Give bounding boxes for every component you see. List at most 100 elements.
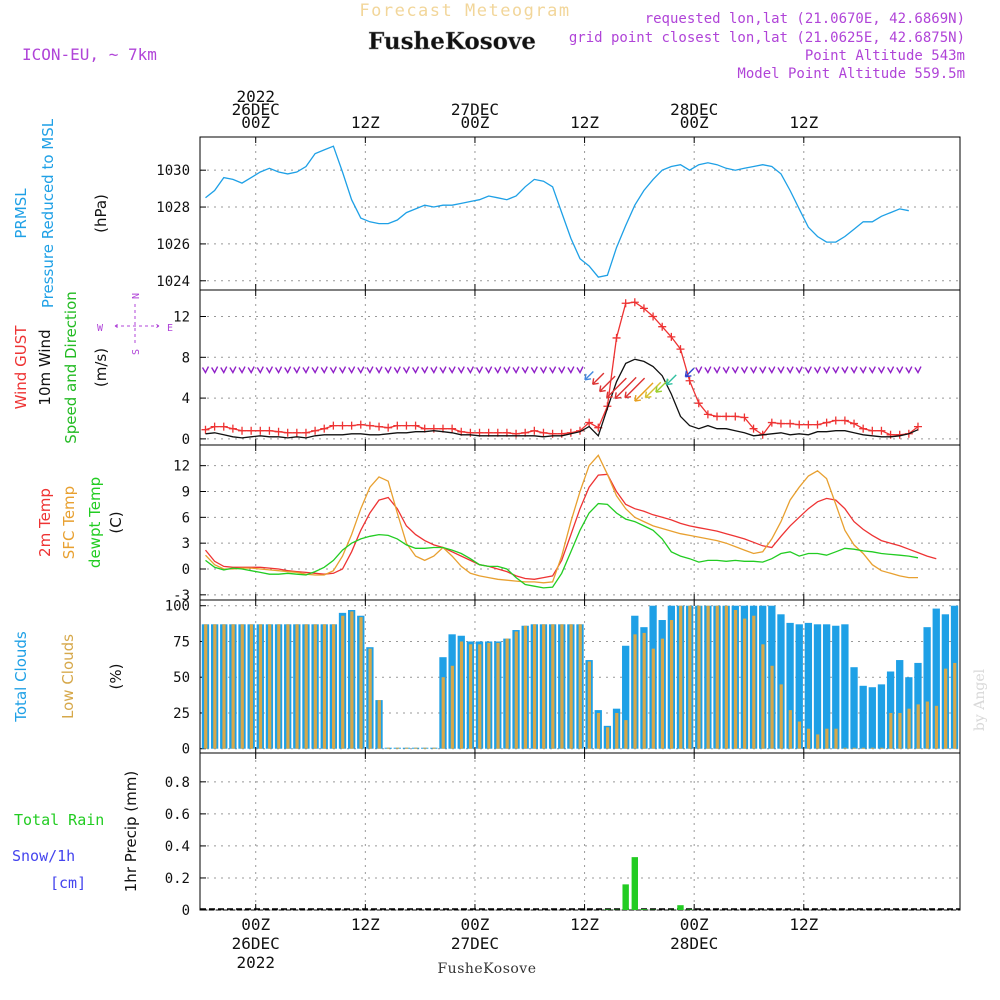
wind-barb [521,366,529,374]
wind-arrow [584,370,594,381]
time-label: 00Z [241,113,270,132]
cloud-low-bar [551,624,555,749]
y-tick-label: 3 [182,536,190,552]
wind-barb [877,366,886,374]
gust-marker [585,418,594,427]
cloud-low-bar [679,605,683,749]
gust-marker [347,421,356,430]
cloud-low-bar [587,661,591,749]
cloud-low-bar [313,624,317,749]
cloud-total-bar [622,645,630,749]
panel-label: [cm] [50,874,86,892]
gust-marker [767,418,776,427]
plot-area [205,145,909,278]
time-label: 00Z [460,915,489,934]
wind-barb [293,366,301,374]
gust-marker [512,429,521,438]
wind-barb [238,366,246,374]
cloud-low-bar [560,624,564,749]
cloud-low-bar [532,624,537,749]
panel-wind: 0 4 8 12 Wind GUST 10m Wind Speed and Directio… [12,289,961,448]
y-tick-label: 50 [173,670,190,686]
cloud-total-bar [868,687,876,749]
cloud-total-bar [932,608,940,749]
cloud-low-bar [496,642,500,749]
series-line-pressure [205,145,909,278]
wind-barb [348,366,356,374]
cloud-low-bar [706,605,710,749]
gust-marker [630,298,639,307]
gust-marker [840,416,849,425]
cloud-low-bar [304,624,308,749]
wind-barb [512,366,520,374]
gust-marker [649,312,658,321]
time-label: 00Z [680,113,709,132]
gust-marker [393,421,402,430]
wind-barb [896,366,904,374]
cloud-low-bar [386,747,390,749]
panel-frame [199,136,961,291]
panel-unit: 1hr Precip (mm) [122,771,140,892]
y-tick-label: 0 [182,742,190,758]
cloud-total-bar [777,614,785,749]
cloud-low-bar [697,605,701,749]
wind-barb [284,366,292,374]
cloud-low-bar [469,644,473,749]
cloud-low-bar [240,624,244,749]
wind-barb [448,366,456,374]
gust-marker [877,426,886,435]
series-line-sfc [205,454,918,584]
cloud-low-bar [231,624,235,749]
cloud-total-bar [859,685,867,749]
wind-barb [494,366,502,374]
wind-barb [731,366,739,374]
y-tick-label: 0 [182,432,190,448]
gust-marker [776,419,785,428]
gust-marker [749,424,758,433]
wind-arrow [665,374,677,386]
cloud-total-bar [832,625,840,749]
cloud-low-bar [642,632,646,749]
wind-arrow [599,375,616,393]
model-altitude: Model Point Altitude 559.5m [737,66,965,82]
gust-marker [612,333,621,342]
cloud-low-bar [350,611,354,749]
cloud-low-bar [277,624,281,749]
gust-marker [201,425,210,434]
wind-barb [777,366,785,374]
requested-coords: requested lon,lat (21.0670E, 42.6869N) [645,11,965,27]
cloud-total-bar [804,622,813,749]
panel-label: 10m Wind [36,329,54,405]
wind-barb [886,366,895,374]
cloud-low-bar [459,641,464,749]
y-tick-label: 0.2 [165,871,190,887]
cloud-low-bar [724,605,728,749]
cloud-low-bar [834,728,838,749]
cloud-low-bar [596,712,601,749]
cloud-low-bar [907,708,911,749]
wind-barb [366,366,374,374]
gust-marker [639,304,648,313]
gust-marker [786,419,795,428]
cloud-low-bar [204,624,208,749]
cloud-low-bar [441,677,445,749]
gust-marker [256,426,265,435]
cloud-total-bar [795,624,803,749]
cloud-low-bar [770,665,774,749]
gust-marker [557,429,566,438]
gust-marker [804,420,813,429]
panel-pressure: 1024 1026 1028 1030 PRMSL Pressure Reduced to… [12,118,961,308]
gust-marker [539,428,548,437]
cloud-low-bar [870,747,875,749]
panel-label: Snow/1h [12,847,75,865]
panel-label: Wind GUST [12,325,30,410]
wind-barb [329,366,337,374]
cloud-low-bar [752,615,756,749]
gust-marker [247,426,256,435]
cloud-total-bar [841,624,849,749]
y-tick-label: 1028 [156,200,190,216]
precip-bar [604,909,611,910]
gust-marker [301,428,310,437]
gust-marker [822,418,831,427]
gust-marker [740,413,749,422]
